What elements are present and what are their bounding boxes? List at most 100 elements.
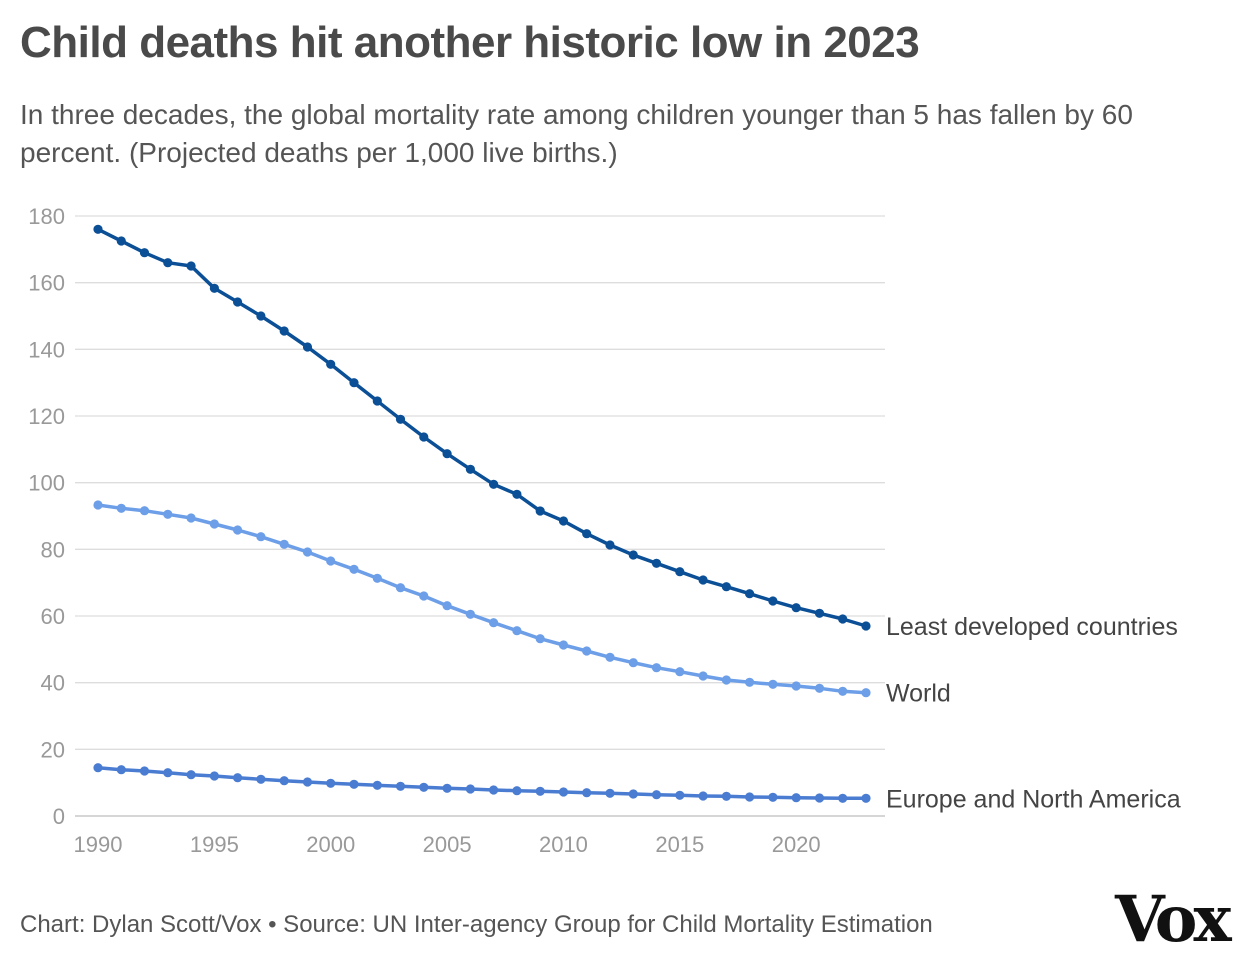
data-point-least-developed-countries-2009 (535, 506, 545, 516)
data-point-least-developed-countries-1991 (116, 236, 126, 246)
data-point-world-2009 (535, 634, 545, 644)
data-point-least-developed-countries-2001 (349, 378, 359, 388)
series-label-europe-and-north-america: Europe and North America (886, 785, 1181, 813)
data-point-least-developed-countries-1995 (209, 283, 219, 293)
data-point-world-2018 (745, 677, 755, 687)
y-tick-label-80: 80 (41, 537, 65, 562)
data-point-world-1995 (209, 519, 219, 529)
data-point-world-2007 (489, 618, 499, 628)
data-point-least-developed-countries-1998 (279, 326, 289, 336)
data-point-world-2015 (675, 667, 685, 677)
data-point-world-1990 (93, 500, 103, 510)
data-point-europe-and-north-america-2021 (814, 793, 825, 803)
source-credit: Chart: Dylan Scott/Vox • Source: UN Inte… (20, 911, 933, 938)
data-point-least-developed-countries-2021 (814, 608, 825, 618)
data-point-world-1991 (116, 503, 126, 513)
data-point-europe-and-north-america-1996 (233, 773, 243, 783)
data-point-least-developed-countries-2008 (512, 489, 522, 499)
data-point-least-developed-countries-2011 (582, 529, 592, 539)
data-point-least-developed-countries-2022 (838, 614, 848, 624)
data-point-europe-and-north-america-2007 (489, 785, 499, 795)
series-label-least-developed-countries: Least developed countries (886, 613, 1178, 641)
series-lines (93, 224, 871, 803)
data-point-least-developed-countries-1992 (139, 248, 150, 258)
data-point-world-2020 (791, 681, 801, 691)
data-point-least-developed-countries-2018 (745, 589, 755, 599)
y-tick-label-60: 60 (41, 604, 65, 629)
data-point-world-1994 (186, 513, 196, 523)
series-europe-and-north-america (93, 763, 871, 803)
data-point-least-developed-countries-1996 (233, 297, 243, 307)
data-point-world-2023 (861, 688, 871, 698)
data-point-least-developed-countries-2002 (372, 396, 382, 406)
x-tick-label-1995: 1995 (190, 832, 239, 857)
data-point-europe-and-north-america-2020 (791, 793, 801, 803)
y-tick-label-180: 180 (28, 204, 65, 229)
data-point-least-developed-countries-2019 (768, 596, 778, 606)
data-point-least-developed-countries-2016 (698, 575, 708, 585)
data-point-europe-and-north-america-2008 (512, 786, 522, 796)
data-point-europe-and-north-america-2016 (698, 791, 708, 801)
y-tick-label-120: 120 (28, 404, 65, 429)
data-point-world-1996 (233, 525, 243, 535)
data-point-world-1998 (279, 539, 289, 549)
data-point-europe-and-north-america-2005 (442, 783, 452, 793)
data-point-world-2008 (512, 626, 522, 636)
data-point-europe-and-north-america-1991 (116, 765, 126, 775)
data-point-world-2012 (605, 652, 615, 662)
data-point-world-1993 (163, 509, 173, 519)
data-point-europe-and-north-america-2006 (465, 784, 475, 794)
data-point-europe-and-north-america-1993 (163, 768, 173, 778)
data-point-europe-and-north-america-2001 (349, 779, 359, 789)
x-axis-ticks: 1990 1995 2000 2005 2010 2015 2020 (74, 832, 821, 857)
data-point-world-2005 (442, 601, 452, 611)
data-point-least-developed-countries-1997 (256, 311, 266, 321)
data-point-world-2003 (395, 583, 406, 593)
data-point-world-1992 (139, 506, 150, 516)
series-world (93, 500, 871, 698)
data-point-europe-and-north-america-1994 (186, 770, 196, 780)
data-point-world-2011 (582, 646, 592, 656)
data-point-europe-and-north-america-2019 (768, 792, 778, 802)
data-point-world-2013 (628, 658, 638, 668)
data-point-least-developed-countries-2023 (861, 621, 871, 631)
data-point-europe-and-north-america-2017 (721, 791, 732, 801)
gridlines (75, 215, 885, 817)
data-point-europe-and-north-america-2014 (651, 790, 662, 800)
data-point-least-developed-countries-2014 (651, 558, 662, 568)
data-point-europe-and-north-america-1999 (302, 777, 313, 787)
data-point-world-2006 (465, 609, 475, 619)
data-point-europe-and-north-america-2002 (372, 780, 382, 790)
chart-title: Child deaths hit another historic low in… (20, 18, 920, 67)
x-tick-label-2015: 2015 (655, 832, 704, 857)
data-point-europe-and-north-america-2023 (861, 793, 871, 803)
y-tick-label-40: 40 (41, 671, 65, 696)
data-point-least-developed-countries-1994 (186, 261, 196, 271)
data-point-europe-and-north-america-2003 (395, 781, 406, 791)
data-point-least-developed-countries-2006 (465, 464, 475, 474)
data-point-europe-and-north-america-2012 (605, 788, 615, 798)
data-point-least-developed-countries-2015 (675, 567, 685, 577)
x-tick-label-2000: 2000 (306, 832, 355, 857)
y-tick-label-20: 20 (41, 737, 65, 762)
data-point-europe-and-north-america-2018 (745, 792, 755, 802)
data-point-europe-and-north-america-2010 (558, 787, 569, 797)
data-point-europe-and-north-america-1990 (93, 763, 103, 773)
data-point-least-developed-countries-2017 (721, 582, 732, 592)
y-tick-label-0: 0 (53, 804, 65, 829)
data-point-europe-and-north-america-2022 (838, 793, 848, 803)
data-point-least-developed-countries-2000 (326, 359, 336, 369)
y-tick-label-100: 100 (28, 471, 65, 496)
data-point-least-developed-countries-2013 (628, 550, 638, 560)
data-point-world-2022 (838, 686, 848, 696)
y-axis-ticks: 0 20 40 60 80 100 120 140 160 180 (28, 204, 65, 829)
data-point-europe-and-north-america-1995 (209, 771, 219, 781)
data-point-least-developed-countries-2010 (558, 516, 569, 526)
data-point-world-2004 (419, 591, 429, 601)
data-point-europe-and-north-america-2011 (582, 788, 592, 798)
data-point-europe-and-north-america-1992 (139, 766, 150, 776)
series-labels: Least developed countries World Europe and… (886, 613, 1181, 813)
data-point-europe-and-north-america-2013 (628, 789, 638, 799)
data-point-world-1999 (302, 547, 313, 557)
